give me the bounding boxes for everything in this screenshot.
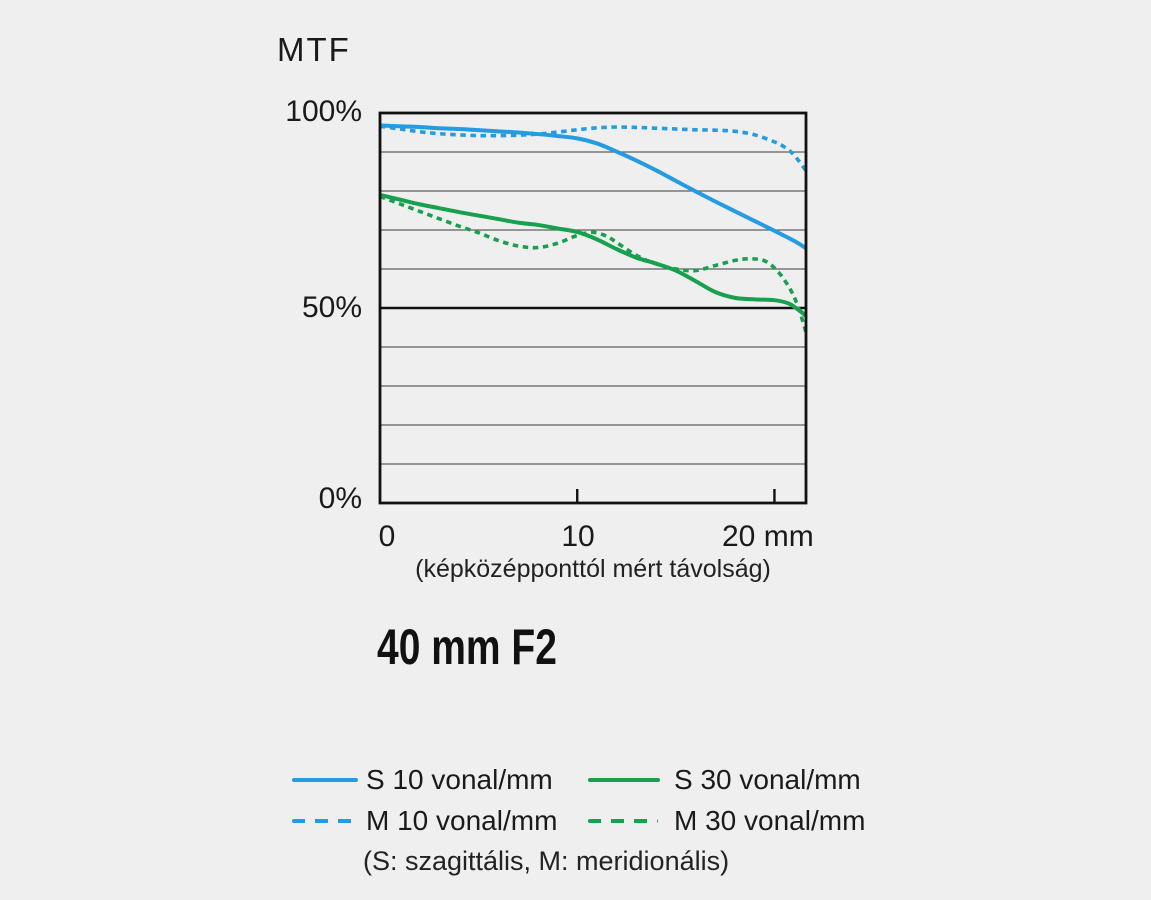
legend-swatch-s30-solid-line bbox=[588, 778, 660, 782]
legend-label-s10: S 10 vonal/mm bbox=[366, 764, 553, 795]
y-axis-label-50: 50% bbox=[301, 291, 362, 324]
legend-note: (S: szagittális, M: meridionális) bbox=[363, 846, 730, 876]
x-axis-label-20mm: 20 mm bbox=[722, 520, 814, 553]
x-axis-label-0: 0 bbox=[378, 520, 396, 553]
plot-border bbox=[378, 111, 808, 505]
legend-swatch-s10-solid-line bbox=[292, 778, 358, 782]
series-s-30-vonal-mm bbox=[379, 192, 808, 318]
legend-label-s30: S 30 vonal/mm bbox=[674, 764, 861, 795]
series-m-10-vonal-mm bbox=[379, 124, 808, 172]
legend-swatch-m30-dashed-line bbox=[588, 819, 658, 823]
y-axis-label-100: 100% bbox=[285, 95, 362, 128]
legend-swatch-m10-dashed-line bbox=[292, 819, 356, 823]
y-axis-label-0: 0% bbox=[318, 482, 362, 515]
series-m-30-vonal-mm bbox=[379, 194, 808, 333]
x-axis-label-10: 10 bbox=[561, 520, 595, 553]
series-s-10-vonal-mm bbox=[379, 123, 808, 251]
legend-label-m10: M 10 vonal/mm bbox=[366, 805, 558, 836]
chart-title: MTF bbox=[277, 31, 351, 68]
mtf-line-chart bbox=[378, 111, 808, 505]
lens-title: 40 mm F2 bbox=[377, 619, 557, 675]
x-axis-caption: (képközépponttól mért távolság) bbox=[415, 555, 771, 583]
legend-label-m30: M 30 vonal/mm bbox=[674, 805, 866, 836]
